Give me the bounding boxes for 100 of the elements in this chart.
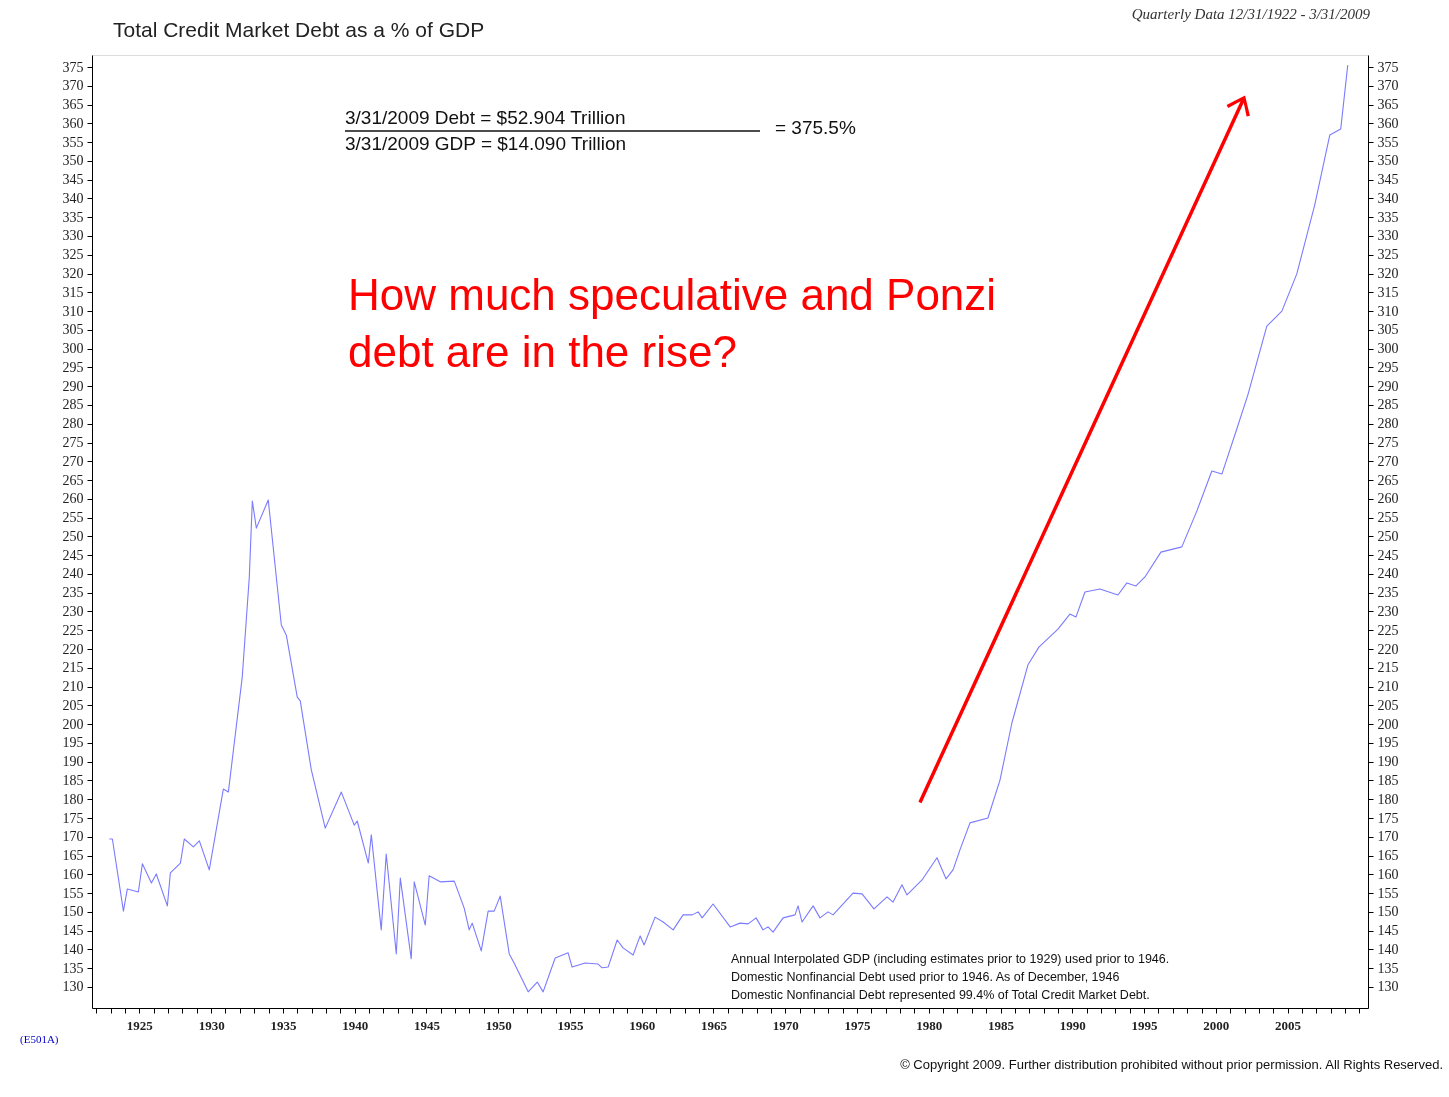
y-tick-label: 250 [62, 528, 84, 544]
y2-tick-label: 200 [1377, 716, 1399, 732]
y2-tick-label: 205 [1377, 697, 1399, 713]
y-tick-label: 315 [62, 284, 84, 300]
annotation: 3/31/2009 Debt = $52.904 Trillion [345, 107, 626, 128]
y-tick-label: 350 [62, 153, 84, 169]
annotation: Annual Interpolated GDP (including estimates prior to 1929) used prior to 1946. Domestic Nonfinancial Debt used prior to 1946. As of December, 1946 Domestic Nonfinancial Debt represented 99.4% of Total Credit Market Debt. [731, 952, 1170, 1002]
y2-tick-label: 190 [1377, 754, 1399, 770]
x-tick-label: 1985 [988, 1017, 1015, 1033]
y-tick-label: 340 [62, 190, 84, 206]
y-tick-label: 285 [62, 397, 84, 413]
x-tick-label: 1945 [413, 1017, 441, 1033]
y2-tick-label: 280 [1377, 416, 1399, 432]
y2-tick-label: 210 [1377, 679, 1399, 695]
y-tick-label: 355 [62, 134, 84, 150]
y2-tick-label: 135 [1377, 960, 1399, 976]
y2-tick-label: 320 [1377, 266, 1399, 282]
y2-tick-label: 180 [1377, 791, 1399, 807]
x-tick-label: 1925 [126, 1017, 154, 1033]
y-tick-label: 175 [62, 810, 84, 826]
y2-tick-label: 195 [1377, 735, 1399, 751]
y-tick-label: 160 [62, 866, 84, 882]
y2-tick-label: 250 [1377, 528, 1399, 544]
y-tick-label: 275 [62, 435, 84, 451]
text: © Copyright 2009. Further distribution prohibited without prior permission. All Rights Reserved. [900, 1057, 1443, 1072]
y2-tick-label: 140 [1377, 941, 1399, 957]
y-tick-label: 260 [62, 491, 84, 507]
y-tick-label: 265 [62, 472, 84, 488]
y-tick-label: 290 [62, 378, 84, 394]
y-tick-label: 135 [62, 960, 84, 976]
y-tick-label: 190 [62, 754, 84, 770]
y-tick-label: 300 [62, 341, 84, 357]
x-tick-label: 1970 [772, 1017, 799, 1033]
y2-tick-label: 220 [1377, 641, 1399, 657]
y-tick-label: 375 [62, 59, 84, 75]
y-tick-label: 195 [62, 735, 84, 751]
x-tick-label: 1940 [342, 1017, 369, 1033]
y2-tick-label: 245 [1377, 547, 1399, 563]
y2-tick-label: 325 [1377, 247, 1399, 263]
y-tick-label: 150 [62, 904, 84, 920]
y-tick-label: 330 [62, 228, 84, 244]
y2-tick-label: 330 [1377, 228, 1399, 244]
y2-tick-label: 295 [1377, 359, 1399, 375]
x-tick-label: 1960 [629, 1017, 656, 1033]
x-tick-label: 1955 [557, 1017, 584, 1033]
y-tick-label: 305 [62, 322, 84, 338]
y2-tick-label: 150 [1377, 904, 1399, 920]
y-tick-label: 230 [62, 603, 84, 619]
y2-tick-label: 130 [1377, 979, 1399, 995]
y2-tick-label: 145 [1377, 923, 1399, 939]
y2-tick-label: 345 [1377, 172, 1399, 188]
y-tick-label: 270 [62, 453, 84, 469]
x-tick-label: 2005 [1275, 1017, 1302, 1033]
y-tick-label: 145 [62, 923, 84, 939]
x-tick-label: 1980 [916, 1017, 943, 1033]
y-tick-label: 370 [62, 78, 84, 94]
y2-tick-label: 285 [1377, 397, 1399, 413]
y2-tick-label: 305 [1377, 322, 1399, 338]
y2-tick-label: 375 [1377, 59, 1399, 75]
x-tick-label: 1965 [700, 1017, 728, 1033]
annotation: = 375.5% [775, 117, 856, 138]
y2-tick-label: 155 [1377, 885, 1399, 901]
y2-tick-label: 260 [1377, 491, 1399, 507]
y2-tick-label: 340 [1377, 190, 1399, 206]
y2-tick-label: 265 [1377, 472, 1399, 488]
y2-tick-label: 215 [1377, 660, 1399, 676]
y-tick-label: 310 [62, 303, 84, 319]
y-tick-label: 235 [62, 585, 84, 601]
y-tick-label: 140 [62, 941, 84, 957]
y-tick-label: 320 [62, 266, 84, 282]
y-tick-label: 210 [62, 679, 84, 695]
y2-tick-label: 170 [1377, 829, 1399, 845]
y-tick-label: 170 [62, 829, 84, 845]
y-tick-label: 335 [62, 209, 84, 225]
y-tick-label: 165 [62, 848, 84, 864]
y-tick-label: 255 [62, 510, 84, 526]
y2-tick-label: 240 [1377, 566, 1399, 582]
y2-tick-label: 160 [1377, 866, 1399, 882]
y2-tick-label: 365 [1377, 97, 1399, 113]
y-tick-label: 295 [62, 359, 84, 375]
x-tick-label: 1990 [1059, 1017, 1086, 1033]
y-tick-label: 215 [62, 660, 84, 676]
y2-tick-label: 270 [1377, 453, 1399, 469]
y2-tick-label: 370 [1377, 78, 1399, 94]
y2-tick-label: 300 [1377, 341, 1399, 357]
y-tick-label: 205 [62, 697, 84, 713]
y-tick-label: 180 [62, 791, 84, 807]
y2-tick-label: 235 [1377, 585, 1399, 601]
text: (E501A) [20, 1033, 59, 1046]
x-tick-label: 1935 [270, 1017, 297, 1033]
y-tick-label: 365 [62, 97, 84, 113]
y-tick-label: 245 [62, 547, 84, 563]
x-tick-label: 1995 [1131, 1017, 1159, 1033]
y-tick-label: 225 [62, 622, 84, 638]
y-tick-label: 360 [62, 115, 84, 131]
y-tick-label: 220 [62, 641, 84, 657]
y2-tick-label: 255 [1377, 510, 1399, 526]
x-tick-label: 1950 [485, 1017, 512, 1033]
annotation: 3/31/2009 GDP = $14.090 Trillion [345, 133, 627, 154]
y-tick-label: 325 [62, 247, 84, 263]
